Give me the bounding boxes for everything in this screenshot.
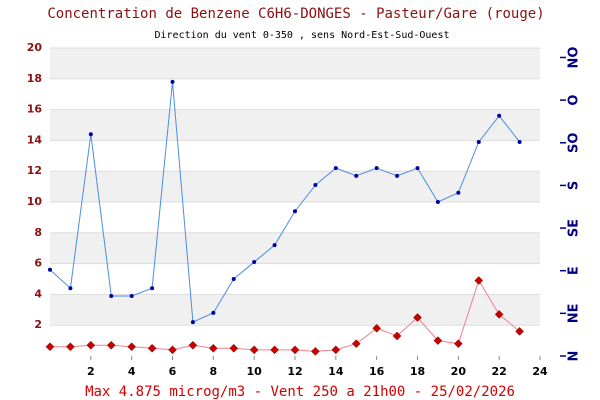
data-point — [413, 313, 422, 322]
data-point — [293, 209, 297, 214]
y2-tick-label: S — [567, 181, 582, 190]
data-point — [415, 166, 420, 171]
y-tick-label: 8 — [34, 226, 42, 239]
data-point — [474, 276, 484, 285]
data-point — [270, 345, 279, 355]
data-point — [45, 342, 55, 352]
data-point — [86, 340, 96, 350]
y-tick-label: 16 — [27, 103, 43, 116]
data-point — [170, 79, 175, 84]
data-point — [515, 327, 524, 336]
x-tick-label: 6 — [169, 365, 177, 378]
data-point — [313, 183, 318, 188]
data-point — [497, 113, 502, 118]
data-point — [150, 286, 155, 291]
data-point — [476, 139, 481, 144]
data-point — [190, 320, 195, 325]
y-tick-label: 10 — [27, 195, 43, 208]
data-point — [395, 173, 400, 178]
x-tick-label: 18 — [410, 365, 425, 378]
y-tick-label: 6 — [34, 257, 42, 270]
footer-note: Max 4.875 microg/m3 - Vent 250 a 21h00 -… — [85, 384, 515, 400]
data-point — [208, 343, 218, 353]
band — [50, 294, 540, 326]
data-point — [252, 260, 257, 265]
data-point — [494, 310, 504, 319]
data-point — [435, 200, 440, 204]
series-line — [49, 81, 520, 323]
data-point — [147, 343, 157, 353]
y2-tick-label: NO — [567, 47, 582, 69]
data-point — [68, 286, 73, 291]
data-point — [374, 166, 379, 171]
data-point — [109, 293, 114, 298]
data-point — [290, 345, 300, 355]
x-tick-label: 12 — [287, 365, 302, 378]
chart-title: Concentration de Benzene C6H6-DONGES - P… — [47, 6, 544, 22]
x-tick-label: 24 — [532, 365, 548, 378]
data-point — [517, 139, 522, 144]
y-tick-label: 14 — [27, 133, 43, 146]
data-point — [127, 342, 137, 352]
data-point — [249, 345, 259, 355]
y2-tick-label: SE — [567, 219, 582, 237]
data-point — [372, 323, 382, 333]
y2-tick-label: NE — [567, 303, 582, 323]
y2-tick-label: N — [567, 351, 582, 362]
band — [50, 109, 540, 141]
data-point — [231, 277, 236, 281]
data-point — [66, 342, 75, 352]
x-tick-label: 2 — [87, 365, 95, 378]
x-tick-label: 20 — [451, 365, 467, 378]
x-tick-label: 16 — [369, 365, 385, 378]
band — [50, 171, 540, 202]
band — [50, 232, 540, 264]
data-point — [311, 347, 320, 356]
y-tick-label: 20 — [27, 41, 43, 54]
data-point — [129, 293, 134, 298]
y2-tick-label: E — [567, 266, 582, 275]
data-point — [188, 340, 198, 350]
data-point — [333, 166, 338, 171]
data-point — [433, 336, 443, 345]
x-tick-label: 14 — [328, 365, 344, 378]
y-tick-label: 2 — [34, 318, 42, 331]
y-tick-label: 18 — [27, 72, 42, 85]
band — [50, 48, 540, 79]
data-point — [168, 345, 177, 355]
data-point — [351, 339, 361, 349]
x-tick-label: 10 — [247, 365, 263, 378]
y2-tick-label: O — [567, 95, 582, 106]
chart-subtitle: Direction du vent 0-350 , sens Nord-Est-… — [154, 30, 449, 41]
data-point — [331, 345, 341, 355]
data-point — [456, 190, 461, 195]
data-point — [272, 243, 277, 248]
data-point — [48, 267, 52, 272]
y2-tick-label: SO — [567, 133, 582, 153]
data-point — [229, 343, 239, 353]
data-point — [392, 331, 402, 341]
x-tick-label: 22 — [492, 365, 507, 378]
y-tick-label: 12 — [27, 164, 42, 177]
data-point — [88, 132, 93, 137]
x-tick-label: 4 — [128, 365, 136, 378]
data-point — [453, 339, 463, 349]
data-point — [354, 173, 359, 178]
y-tick-label: 4 — [34, 287, 42, 300]
data-point — [106, 340, 116, 350]
data-point — [211, 310, 216, 315]
x-tick-label: 8 — [210, 365, 218, 378]
